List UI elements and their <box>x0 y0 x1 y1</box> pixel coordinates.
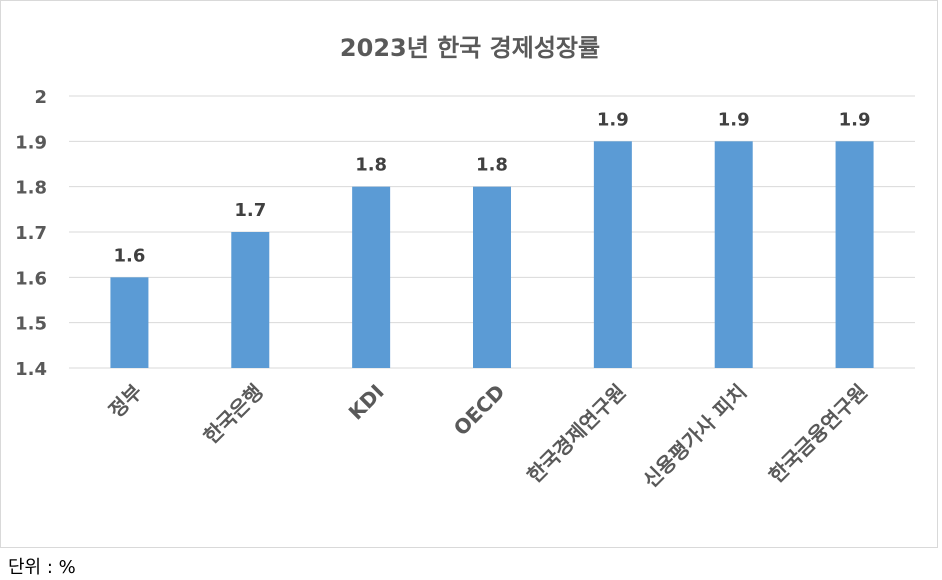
y-tick-label: 1.8 <box>15 178 47 199</box>
chart-area: 2023년 한국 경제성장률 1.6 1.7 1.8 1.8 1.9 1.9 1.9 1.4… <box>0 0 938 548</box>
bar <box>835 141 874 368</box>
bar <box>231 232 270 368</box>
x-tick-label: KDI <box>344 380 389 425</box>
bar-chart: 2023년 한국 경제성장률 1.6 1.7 1.8 1.8 1.9 1.9 1.9 1.4… <box>15 34 915 493</box>
y-tick-label: 1.4 <box>15 359 47 380</box>
bar <box>352 186 391 368</box>
bar <box>714 141 753 368</box>
data-label: 1.6 <box>113 245 145 266</box>
x-tick-label: OECD <box>449 380 510 441</box>
y-tick-label: 1.6 <box>15 268 47 289</box>
x-tick-label: 한국금융연구원 <box>764 380 872 488</box>
bar <box>110 277 149 368</box>
data-label: 1.8 <box>355 155 387 176</box>
y-axis-ticks: 1.4 1.5 1.6 1.7 1.8 1.9 2 <box>15 87 47 380</box>
bar <box>593 141 632 368</box>
bars <box>110 141 874 368</box>
y-tick-label: 1.7 <box>15 223 47 244</box>
chart-title: 2023년 한국 경제성장률 <box>340 34 600 62</box>
data-label: 1.9 <box>597 109 629 130</box>
data-label: 1.9 <box>839 109 871 130</box>
x-tick-label: 한국경제연구원 <box>522 380 630 488</box>
data-label: 1.7 <box>234 200 266 221</box>
bar <box>473 186 511 368</box>
x-axis-ticks: 정부 한국은행 KDI OECD 한국경제연구원 신용평가사 피치 한국금융연구원 <box>104 380 872 493</box>
x-tick-label: 신용평가사 피치 <box>638 380 751 493</box>
unit-note: 단위 : % <box>8 557 76 578</box>
y-tick-label: 2 <box>34 87 47 108</box>
data-label: 1.8 <box>476 155 508 176</box>
y-tick-label: 1.9 <box>15 132 47 153</box>
data-label: 1.9 <box>718 109 750 130</box>
x-tick-label: 한국은행 <box>199 380 268 449</box>
data-labels: 1.6 1.7 1.8 1.8 1.9 1.9 1.9 <box>113 109 870 266</box>
x-tick-label: 정부 <box>104 380 147 423</box>
y-tick-label: 1.5 <box>15 314 47 335</box>
